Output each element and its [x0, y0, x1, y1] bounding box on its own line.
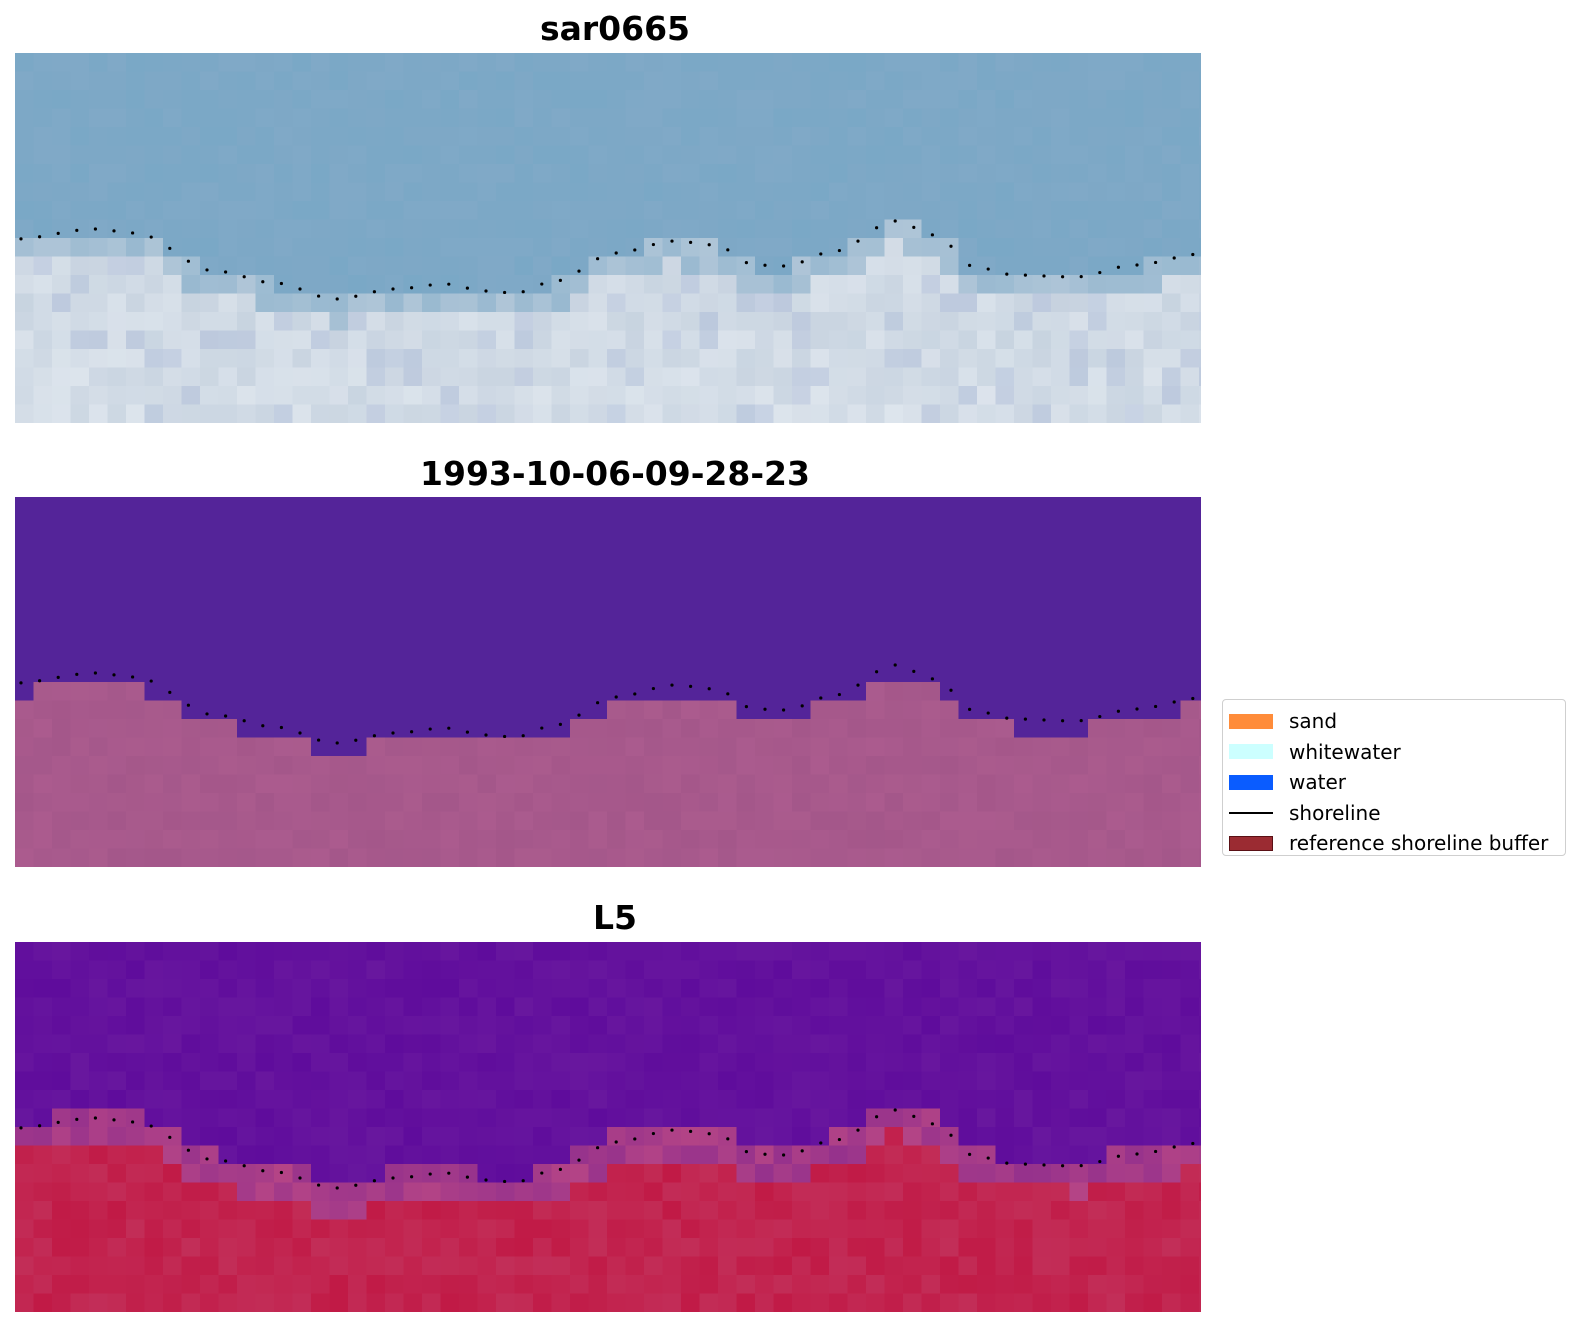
image-pixels — [15, 942, 1201, 1312]
legend-label: whitewater — [1289, 739, 1401, 764]
panel-title-3: L5 — [593, 898, 637, 937]
shoreline-dots — [19, 219, 1195, 301]
legend-label: sand — [1289, 709, 1338, 734]
rgb-image-panel — [15, 53, 1201, 423]
legend-item-water: water — [1229, 767, 1565, 798]
legend-label: reference shoreline buffer — [1289, 831, 1549, 856]
index-image-panel — [15, 942, 1201, 1312]
panel-title-2: 1993-10-06-09-28-23 — [420, 454, 810, 493]
legend-label: water — [1289, 770, 1346, 795]
image-pixels — [15, 53, 1201, 423]
panel-title-1: sar0665 — [539, 9, 691, 48]
legend-item-whitewater: whitewater — [1229, 737, 1565, 768]
water-swatch — [1229, 774, 1273, 790]
legend-item-buffer: reference shoreline buffer — [1229, 828, 1565, 859]
sand-swatch — [1229, 713, 1273, 729]
classified-image-panel — [15, 497, 1201, 867]
legend: sand whitewater water shoreline referenc… — [1222, 699, 1566, 856]
shoreline-dots — [19, 663, 1195, 745]
shoreline-line-swatch — [1229, 811, 1273, 814]
buffer-swatch — [1229, 835, 1273, 851]
whitewater-swatch — [1229, 744, 1273, 760]
shoreline-dots — [19, 1108, 1195, 1190]
image-pixels — [15, 497, 1201, 867]
legend-label: shoreline — [1289, 800, 1381, 825]
legend-item-sand: sand — [1229, 706, 1565, 737]
legend-item-shoreline: shoreline — [1229, 798, 1565, 829]
